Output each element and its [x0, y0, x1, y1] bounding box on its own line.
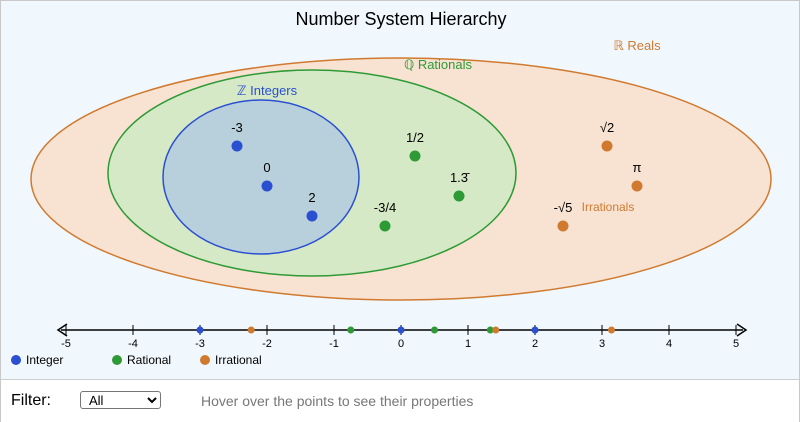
hover-hint: Hover over the points to see their prope…	[201, 393, 474, 409]
number-line-marker-7[interactable]	[607, 326, 615, 334]
tick-label-8: 3	[599, 338, 605, 350]
tick-label-2: -3	[195, 338, 205, 350]
number-line-right-arrow	[736, 323, 748, 337]
point-integer-0[interactable]	[231, 140, 243, 152]
controls-bar: Filter: All Hover over the points to see…	[1, 379, 799, 422]
number-line-marker-2[interactable]	[531, 326, 539, 334]
number-line-ticks: -5 -4 -3 -2 -1 0 1 2 3 4 5	[61, 325, 739, 350]
number-line: -5 -4 -3 -2 -1 0 1 2 3 4 5	[56, 323, 748, 350]
point-irrational-7[interactable]	[631, 180, 643, 192]
legend-swatch-irrational	[200, 355, 210, 365]
number-line-marker-5[interactable]	[347, 326, 355, 334]
legend-swatch-rational	[112, 355, 122, 365]
filter-select[interactable]: All	[80, 391, 161, 409]
tick-label-6: 1	[465, 338, 471, 350]
point-integer-1[interactable]	[261, 180, 273, 192]
rationals-label: ℚ Rationals	[404, 57, 473, 72]
number-line-marker-8[interactable]	[247, 326, 255, 334]
diagram-area: Number System Hierarchy ℝ Reals ℚ Ration…	[1, 1, 799, 379]
legend-swatch-integer	[11, 355, 21, 365]
point-label-0: -3	[231, 120, 243, 135]
point-label-6: √2	[600, 120, 614, 135]
point-irrational-8[interactable]	[557, 220, 569, 232]
integers-label: ℤ Integers	[237, 83, 298, 98]
point-label-4: 1.3̄	[450, 170, 470, 185]
legend-label-rational: Rational	[127, 353, 171, 367]
diagram-title: Number System Hierarchy	[295, 9, 506, 29]
number-line-left-arrow	[56, 323, 68, 337]
tick-label-0: -5	[61, 338, 71, 350]
legend-label-irrational: Irrational	[215, 353, 262, 367]
integers-set	[162, 99, 360, 255]
tick-label-9: 4	[666, 338, 672, 350]
number-line-marker-4[interactable]	[486, 326, 494, 334]
tick-label-4: -1	[329, 338, 339, 350]
legend: Integer Rational Irrational	[11, 353, 262, 367]
point-label-8: -√5	[554, 200, 573, 215]
point-label-7: π	[633, 160, 642, 175]
number-line-marker-6[interactable]	[492, 326, 500, 334]
number-line-marker-0[interactable]	[196, 326, 204, 334]
number-points: -3 0 2 1/2 1.3̄ -3/4 √2 π -√5	[231, 120, 643, 232]
tick-label-5: 0	[398, 338, 404, 350]
filter-label: Filter:	[11, 392, 51, 409]
irrationals-label: Irrationals	[582, 200, 635, 214]
point-label-2: 2	[308, 190, 315, 205]
point-label-1: 0	[263, 160, 270, 175]
point-rational-5[interactable]	[379, 220, 391, 232]
point-rational-3[interactable]	[409, 150, 421, 162]
tick-label-7: 2	[532, 338, 538, 350]
point-integer-2[interactable]	[306, 210, 318, 222]
number-line-markers	[196, 326, 615, 334]
tick-label-1: -4	[128, 338, 138, 350]
tick-label-10: 5	[733, 338, 739, 350]
venn-diagram: Number System Hierarchy ℝ Reals ℚ Ration…	[11, 9, 772, 367]
legend-label-integer: Integer	[26, 353, 63, 367]
point-label-5: -3/4	[374, 200, 396, 215]
number-line-marker-1[interactable]	[397, 326, 405, 334]
tick-label-3: -2	[262, 338, 272, 350]
point-rational-4[interactable]	[453, 190, 465, 202]
point-irrational-6[interactable]	[601, 140, 613, 152]
number-line-marker-3[interactable]	[431, 326, 438, 334]
reals-label: ℝ Reals	[613, 38, 661, 53]
point-label-3: 1/2	[406, 130, 424, 145]
